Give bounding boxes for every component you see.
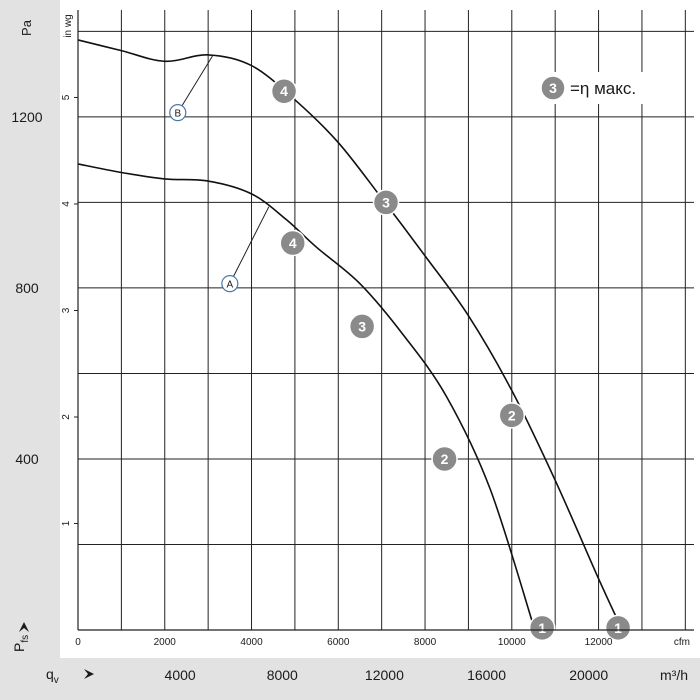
x-primary-tick-label: 0 bbox=[75, 637, 81, 648]
x-axis-arrow-icon bbox=[84, 669, 94, 679]
y-primary-tick-label: 1200 bbox=[11, 109, 42, 125]
svg-text:Pfs: Pfs bbox=[11, 635, 31, 652]
operating-point-label: 2 bbox=[441, 451, 449, 467]
callout-line-A bbox=[229, 206, 270, 284]
x-secondary-tick-label: 20000 bbox=[569, 667, 608, 683]
operating-point-A-2 bbox=[431, 445, 458, 473]
operating-point-label: 1 bbox=[538, 620, 546, 636]
operating-point-label: 3 bbox=[382, 194, 390, 210]
x-primary-tick-label: 2000 bbox=[154, 637, 177, 648]
operating-point-B-2 bbox=[498, 402, 526, 429]
axes: 4008001200123456020004000600080001000012… bbox=[11, 10, 694, 683]
operating-point-label: 4 bbox=[280, 83, 288, 99]
x-symbol-main: q bbox=[46, 666, 54, 682]
x-symbol-sub: v bbox=[54, 675, 59, 686]
operating-point-markers: 4 3 2 1 4 3 2 1 bbox=[270, 77, 632, 642]
operating-point-label: 4 bbox=[289, 235, 297, 251]
x-primary-tick-label: 4000 bbox=[240, 637, 263, 648]
y-secondary-tick-label: 1 bbox=[61, 520, 72, 526]
callout-circle-A bbox=[221, 275, 239, 293]
y-symbol-main: P bbox=[11, 643, 27, 652]
y-secondary-tick-label: 5 bbox=[61, 94, 72, 100]
y-secondary-unit: in wg bbox=[63, 14, 74, 37]
x-secondary-tick-label: 12000 bbox=[365, 667, 404, 683]
y-secondary-tick-label: 4 bbox=[61, 201, 72, 207]
x-secondary-tick-label: 8000 bbox=[267, 667, 298, 683]
x-primary-tick-label: 6000 bbox=[327, 637, 350, 648]
x-primary-tick-label: 12000 bbox=[585, 637, 613, 648]
y-primary-tick-label: 800 bbox=[15, 280, 39, 296]
efficiency-legend: 3 =η макс. bbox=[532, 72, 672, 104]
curve-A bbox=[77, 163, 535, 626]
operating-point-B-3 bbox=[372, 189, 400, 216]
bottom-axis-band bbox=[0, 658, 700, 700]
x-secondary-tick-label: 4000 bbox=[165, 667, 196, 683]
operating-point-label: 3 bbox=[358, 318, 366, 334]
callout-circle-B bbox=[169, 104, 187, 122]
legend-text: =η макс. bbox=[570, 79, 636, 98]
x-primary-tick-label: 8000 bbox=[414, 637, 437, 648]
y-secondary-tick-label: 2 bbox=[61, 414, 72, 420]
y-primary-unit: Pa bbox=[19, 19, 34, 36]
x-primary-unit: cfm bbox=[674, 637, 690, 648]
y-axis-symbol: Pfs bbox=[11, 635, 31, 652]
y-symbol-sub: fs bbox=[20, 635, 31, 643]
x-axis-symbol: qv bbox=[46, 666, 59, 686]
legend-marker-label: 3 bbox=[549, 80, 557, 96]
y-axis-arrow-icon bbox=[19, 622, 29, 632]
callout-line-B bbox=[177, 55, 213, 113]
operating-point-A-1 bbox=[528, 614, 556, 642]
legend-marker-icon bbox=[540, 75, 566, 101]
operating-point-B-4 bbox=[270, 77, 298, 105]
operating-point-label: 1 bbox=[614, 620, 622, 636]
left-axis-band bbox=[0, 0, 60, 700]
operating-point-label: 2 bbox=[508, 407, 516, 423]
svg-text:qv: qv bbox=[46, 666, 59, 686]
y-secondary-tick-label: 3 bbox=[61, 307, 72, 313]
operating-point-A-3 bbox=[348, 313, 376, 340]
x-secondary-unit: m³/h bbox=[660, 667, 688, 683]
operating-point-A-4 bbox=[279, 229, 306, 257]
callout-label-B: B bbox=[174, 109, 181, 120]
operating-point-B-1 bbox=[604, 614, 632, 642]
callout-label-A: A bbox=[226, 280, 233, 291]
y-primary-tick-label: 400 bbox=[15, 451, 39, 467]
x-primary-tick-label: 10000 bbox=[498, 637, 526, 648]
x-secondary-tick-label: 16000 bbox=[467, 667, 506, 683]
